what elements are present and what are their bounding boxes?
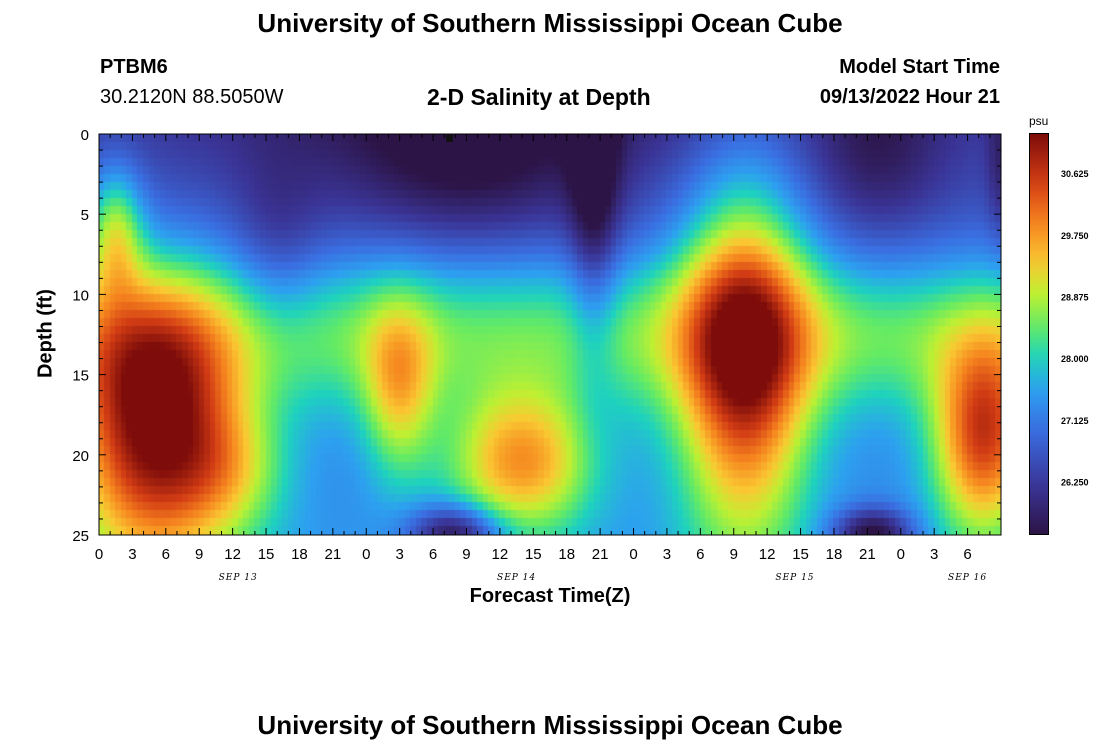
x-tick-label: 0 — [897, 546, 905, 563]
colorbar-tick-label: 28.875 — [1061, 292, 1089, 302]
x-tick-label: 18 — [291, 546, 308, 563]
y-tick-label: 5 — [81, 207, 89, 224]
colorbar-tick-label: 30.625 — [1061, 169, 1089, 179]
model-start-label: Model Start Time — [839, 56, 1000, 78]
x-tick-label: 3 — [663, 546, 671, 563]
x-tick-label: 6 — [162, 546, 170, 563]
x-tick-label: 12 — [759, 546, 776, 563]
date-label: SEP 14 — [497, 573, 536, 583]
y-axis-tick-labels: 0 5 10 15 20 25 — [72, 127, 89, 545]
chart-title: 2-D Salinity at Depth — [427, 84, 651, 110]
x-axis-date-labels: SEP 13 SEP 14 SEP 15 SEP 16 — [219, 573, 987, 583]
x-tick-label: 6 — [429, 546, 437, 563]
x-tick-label: 3 — [128, 546, 136, 563]
colorbar-tick-label: 28.000 — [1061, 354, 1089, 364]
y-axis-ticks — [99, 133, 1001, 536]
x-tick-label: 15 — [525, 546, 542, 563]
y-tick-label: 20 — [72, 448, 89, 465]
x-tick-label: 0 — [629, 546, 637, 563]
y-tick-label: 25 — [72, 528, 89, 545]
y-tick-label: 0 — [81, 127, 89, 144]
x-tick-label: 0 — [95, 546, 103, 563]
x-tick-label: 12 — [492, 546, 509, 563]
x-tick-label: 21 — [859, 546, 876, 563]
x-tick-label: 6 — [696, 546, 704, 563]
x-tick-label: 12 — [224, 546, 241, 563]
colorbar-tick-label: 26.250 — [1061, 478, 1089, 488]
date-label: SEP 13 — [219, 573, 258, 583]
colorbar-tick-labels: 26.250 27.125 28.000 28.875 29.750 30.625 — [1061, 169, 1089, 488]
x-tick-label: 3 — [930, 546, 938, 563]
colorbar-tick-label: 29.750 — [1061, 231, 1089, 241]
x-tick-label: 9 — [195, 546, 203, 563]
main-title: University of Southern Mississippi Ocean… — [257, 8, 843, 38]
x-tick-label: 0 — [362, 546, 370, 563]
station-id: PTBM6 — [100, 56, 168, 78]
colorbar — [1029, 133, 1049, 535]
footer-title: University of Southern Mississippi Ocean… — [257, 710, 843, 740]
x-axis-tick-labels: 0 3 6 9 12 15 18 21 0 3 6 9 12 15 18 21 0 3 6 9 12 15 18 21 0 3 6 — [95, 546, 972, 563]
x-tick-label: 15 — [792, 546, 809, 563]
x-axis-ticks — [98, 134, 1002, 535]
x-tick-label: 15 — [258, 546, 275, 563]
x-tick-label: 6 — [963, 546, 971, 563]
x-tick-label: 18 — [826, 546, 843, 563]
plot-frame — [98, 133, 1002, 536]
x-tick-label: 3 — [395, 546, 403, 563]
colorbar-tick-label: 27.125 — [1061, 416, 1089, 426]
station-coordinates: 30.2120N 88.5050W — [100, 86, 284, 108]
x-tick-label: 21 — [325, 546, 342, 563]
time-marker — [446, 135, 453, 142]
colorbar-unit: psu — [1029, 114, 1049, 128]
y-tick-label: 15 — [72, 368, 89, 385]
salinity-heatmap — [99, 134, 1001, 535]
x-tick-label: 9 — [462, 546, 470, 563]
model-start-value: 09/13/2022 Hour 21 — [819, 86, 1000, 108]
x-tick-label: 21 — [592, 546, 609, 563]
y-axis-label: Depth (ft) — [34, 289, 57, 378]
x-tick-label: 18 — [558, 546, 575, 563]
y-tick-label: 10 — [72, 287, 89, 304]
date-label: SEP 16 — [948, 573, 987, 583]
x-tick-label: 9 — [730, 546, 738, 563]
x-axis-label: Forecast Time(Z) — [469, 585, 631, 607]
date-label: SEP 15 — [775, 573, 814, 583]
